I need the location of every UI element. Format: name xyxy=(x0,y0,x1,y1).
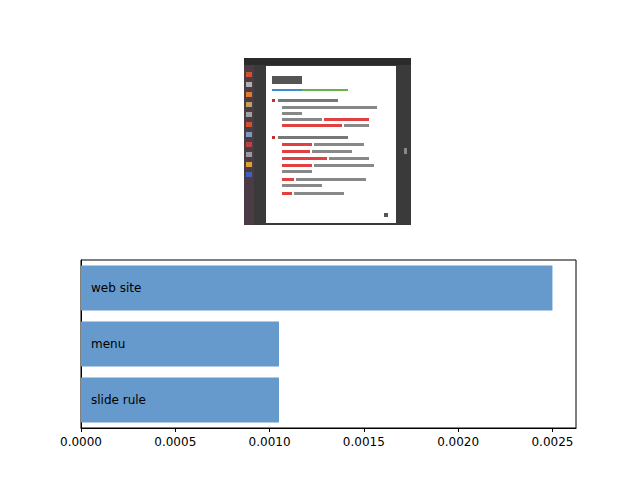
svg-text:0.0000: 0.0000 xyxy=(60,435,102,449)
svg-text:0.0010: 0.0010 xyxy=(249,435,291,449)
svg-text:web site: web site xyxy=(91,281,141,295)
svg-text:0.0015: 0.0015 xyxy=(343,435,385,449)
svg-text:0.0005: 0.0005 xyxy=(154,435,196,449)
svg-text:0.0025: 0.0025 xyxy=(531,435,573,449)
svg-text:slide rule: slide rule xyxy=(91,393,146,407)
svg-text:0.0020: 0.0020 xyxy=(437,435,479,449)
svg-text:menu: menu xyxy=(91,337,125,351)
